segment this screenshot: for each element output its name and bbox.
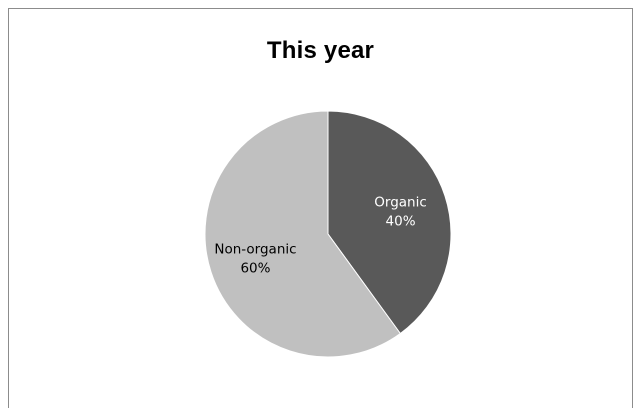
pie-slices xyxy=(204,110,452,358)
pie-labels: Organic 40% Non-organic 60% xyxy=(214,194,426,276)
pie-label-non-organic: Non-organic 60% xyxy=(214,242,296,277)
pie-slice-non-organic xyxy=(204,110,401,358)
pie-label-category: Non-organic xyxy=(214,242,296,258)
pie-slice-organic xyxy=(327,110,452,335)
pie-label-percent: 40% xyxy=(386,213,416,229)
pie-label-percent: 60% xyxy=(240,261,270,277)
chart-title: This year xyxy=(266,37,375,64)
pie-label-category: Organic xyxy=(374,194,427,210)
pie-label-organic: Organic 40% xyxy=(374,194,427,229)
